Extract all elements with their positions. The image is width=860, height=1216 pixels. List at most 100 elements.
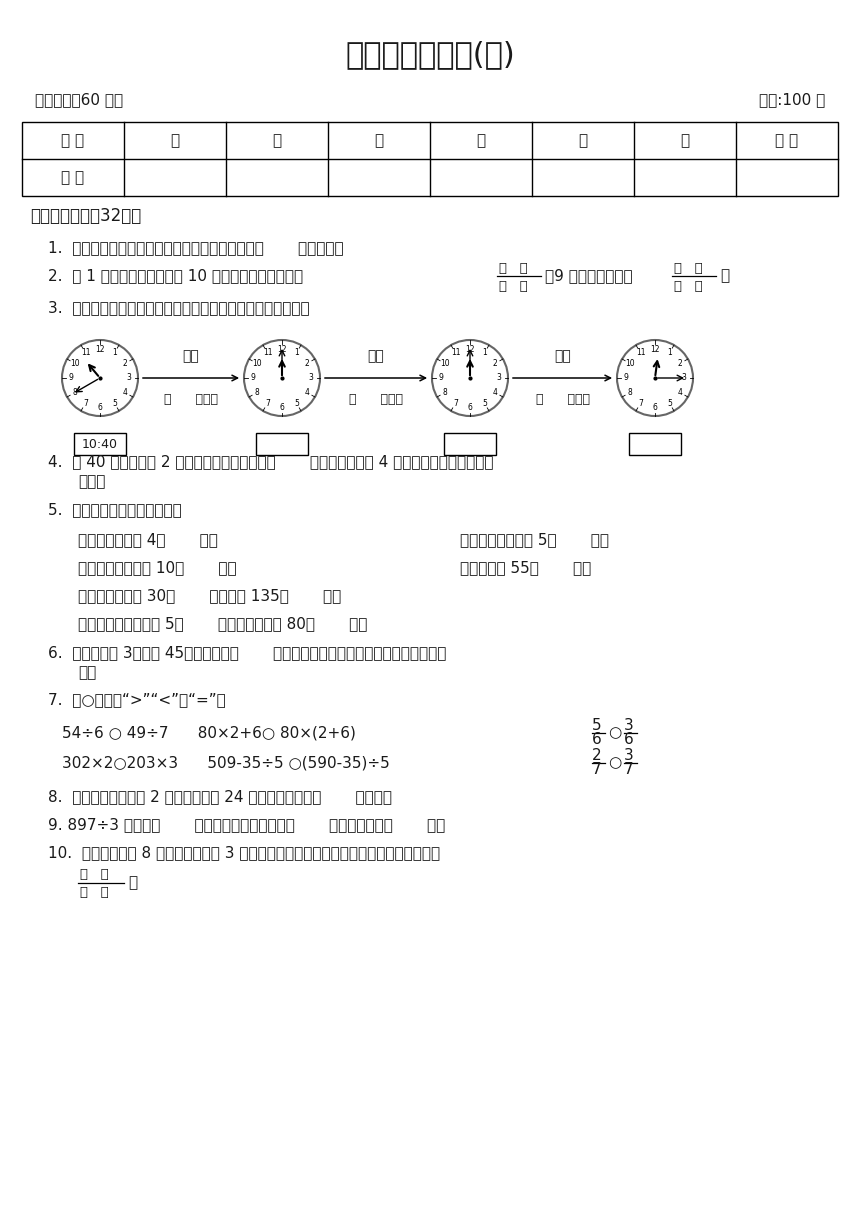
Text: ○: ○	[608, 726, 621, 741]
Text: 7: 7	[592, 762, 602, 777]
Text: ）。: ）。	[78, 665, 96, 681]
Text: 5: 5	[667, 399, 672, 407]
Text: 6: 6	[624, 732, 634, 748]
Text: 8: 8	[628, 388, 632, 396]
Text: 11: 11	[451, 349, 460, 358]
Text: 四: 四	[476, 133, 486, 148]
Text: 1: 1	[667, 349, 672, 358]
Text: （      ）分钟: （ ）分钟	[536, 393, 589, 406]
Text: 经过: 经过	[367, 349, 384, 364]
Text: （   ）: （ ）	[80, 868, 108, 882]
Text: 二: 二	[273, 133, 281, 148]
Text: 一: 一	[170, 133, 180, 148]
Text: 2: 2	[678, 359, 683, 368]
Text: 2: 2	[493, 359, 497, 368]
Text: 三: 三	[374, 133, 384, 148]
Text: 302×2○203×3      509-35÷5 ○(590-35)÷5: 302×2○203×3 509-35÷5 ○(590-35)÷5	[62, 755, 390, 771]
Text: （      ）分钟: （ ）分钟	[349, 393, 403, 406]
Text: 11: 11	[81, 349, 90, 358]
Text: 9: 9	[250, 373, 255, 383]
Text: 得 分: 得 分	[61, 170, 84, 185]
Text: 6: 6	[653, 402, 657, 411]
Text: 3: 3	[624, 719, 634, 733]
Text: 4: 4	[678, 388, 683, 396]
Text: 11: 11	[263, 349, 273, 358]
Text: ○: ○	[608, 755, 621, 771]
Text: 11: 11	[636, 349, 645, 358]
Text: （      ）分钟: （ ）分钟	[164, 393, 218, 406]
Text: 10: 10	[440, 359, 450, 368]
Text: 2.  把 1 米长的绳子平均分成 10 份，每份是这根绳子的: 2. 把 1 米长的绳子平均分成 10 份，每份是这根绳子的	[48, 269, 303, 283]
Text: 10.  李叔叔家养了 8 只鸽子，其中有 3 只灰鸽子，其余的是白鸽子，灰鸽子是鸽子总数的: 10. 李叔叔家养了 8 只鸽子，其中有 3 只灰鸽子，其余的是白鸽子，灰鸽子是…	[48, 845, 440, 861]
Text: 总 分: 总 分	[776, 133, 799, 148]
Text: 一支粉笔的质量约 10（       ）。: 一支粉笔的质量约 10（ ）。	[78, 561, 236, 575]
Text: 一车煤的质量是 4（       ）。: 一车煤的质量是 4（ ）。	[78, 533, 218, 547]
Bar	[74, 433, 126, 455]
Text: 8: 8	[443, 388, 447, 396]
Text: 9: 9	[624, 373, 629, 383]
Text: 5: 5	[294, 399, 299, 407]
Text: 经过: 经过	[182, 349, 200, 364]
Text: 6.  一个数除以 3，商是 45，这个数是（       ）。最大的两位数乘最大的一位数，积是（: 6. 一个数除以 3，商是 45，这个数是（ ）。最大的两位数乘最大的一位数，积…	[48, 646, 446, 660]
Text: （   ）: （ ）	[80, 886, 108, 900]
Bar	[22, 122, 838, 196]
Text: （   ）: （ ）	[499, 280, 528, 293]
Text: 5.  在括号里填上合适的单位。: 5. 在括号里填上合适的单位。	[48, 502, 181, 518]
Text: 小学生小明体重 30（       ），身高 135（       ）。: 小学生小明体重 30（ ），身高 135（ ）。	[78, 589, 341, 603]
Text: 10: 10	[252, 359, 261, 368]
Text: （   ）: （ ）	[499, 261, 528, 275]
Text: 六: 六	[680, 133, 690, 148]
Text: 一个鸡蛋重 55（       ）。: 一个鸡蛋重 55（ ）。	[460, 561, 592, 575]
Text: 6: 6	[592, 732, 602, 748]
Text: 1.  甜甜上学时向东南方向走，放学回家时她应向（       ）方向走。: 1. 甜甜上学时向东南方向走，放学回家时她应向（ ）方向走。	[48, 241, 344, 255]
Text: 12: 12	[465, 344, 475, 354]
Circle shape	[62, 340, 138, 416]
Text: 期末重点检测卷(一): 期末重点检测卷(一)	[345, 40, 515, 69]
Text: 10: 10	[70, 359, 80, 368]
Text: 7: 7	[638, 399, 643, 407]
Text: 8: 8	[72, 388, 77, 396]
Text: 3: 3	[126, 373, 132, 383]
Text: 。: 。	[128, 876, 137, 890]
Text: 一只鸭子的体重是 5（       ）。: 一只鸭子的体重是 5（ ）。	[460, 533, 609, 547]
Text: 8: 8	[255, 388, 259, 396]
Text: 3: 3	[624, 749, 634, 764]
Text: 7: 7	[624, 762, 634, 777]
Text: 3: 3	[309, 373, 313, 383]
Text: 7.  在○里填上“>”“<”或“=”。: 7. 在○里填上“>”“<”或“=”。	[48, 692, 225, 708]
Text: （   ）: （ ）	[674, 280, 703, 293]
Text: 一、填空题。（32分）: 一、填空题。（32分）	[30, 207, 141, 225]
Circle shape	[244, 340, 320, 416]
Text: 9. 897÷3 的商是（       ）位数，估算的结果是（       ），准确値是（       ）。: 9. 897÷3 的商是（ ）位数，估算的结果是（ ），准确値是（ ）。	[48, 817, 445, 833]
Text: 4: 4	[304, 388, 310, 396]
Text: 3: 3	[682, 373, 686, 383]
Text: 4: 4	[123, 388, 127, 396]
Text: 7: 7	[265, 399, 270, 407]
Text: 1: 1	[112, 349, 117, 358]
Text: 4.  把 40 个樱桃分给 2 个小朋友，平均每人分（       ）个；如果分给 4 个小朋友，平均每人分（: 4. 把 40 个樱桃分给 2 个小朋友，平均每人分（ ）个；如果分给 4 个小…	[48, 455, 494, 469]
Text: 2: 2	[304, 359, 310, 368]
Text: 5: 5	[112, 399, 117, 407]
Text: 经过: 经过	[554, 349, 571, 364]
Text: 五: 五	[579, 133, 587, 148]
Text: ）个。: ）个。	[78, 474, 106, 490]
Text: 7: 7	[453, 399, 458, 407]
Text: 12: 12	[650, 344, 660, 354]
Bar	[256, 433, 308, 455]
Text: 5: 5	[482, 399, 487, 407]
Circle shape	[617, 340, 693, 416]
Text: 7: 7	[83, 399, 88, 407]
Text: 一辆汽车的载重量是 5（       ），每小时行驶 80（       ）。: 一辆汽车的载重量是 5（ ），每小时行驶 80（ ）。	[78, 617, 367, 631]
Text: 9: 9	[439, 373, 444, 383]
Text: 测试时间：60 分钟: 测试时间：60 分钟	[35, 92, 123, 107]
Text: 54÷6 ○ 49÷7      80×2+6○ 80×(2+6): 54÷6 ○ 49÷7 80×2+6○ 80×(2+6)	[62, 726, 356, 741]
Text: 1: 1	[294, 349, 299, 358]
Text: 2: 2	[592, 749, 602, 764]
Text: 3: 3	[496, 373, 501, 383]
Text: 4: 4	[493, 388, 498, 396]
Text: 6: 6	[97, 402, 102, 411]
Text: 8.  一个长方形的宽是 2 厘米，周长是 24 厘米，它的长是（       ）厘米。: 8. 一个长方形的宽是 2 厘米，周长是 24 厘米，它的长是（ ）厘米。	[48, 789, 392, 805]
Text: 6: 6	[468, 402, 472, 411]
Text: 3.  在括号里填上经过的时间，在后面三个钟面下面填上时间。: 3. 在括号里填上经过的时间，在后面三个钟面下面填上时间。	[48, 300, 310, 315]
Text: 。: 。	[720, 269, 729, 283]
